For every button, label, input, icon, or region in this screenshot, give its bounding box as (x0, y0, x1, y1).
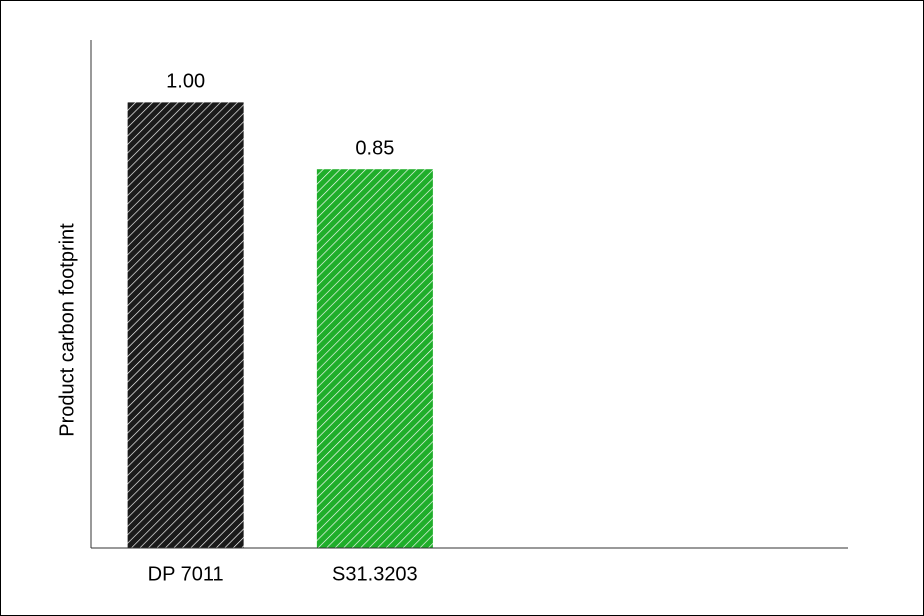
x-tick-label: S31.3203 (332, 563, 418, 585)
bar (127, 102, 244, 549)
bar (316, 169, 433, 548)
value-label: 0.85 (355, 138, 394, 160)
value-label: 1.00 (166, 71, 205, 93)
y-axis-label: Product carbon footprint (56, 223, 78, 437)
x-tick-label: DP 7011 (148, 563, 224, 585)
